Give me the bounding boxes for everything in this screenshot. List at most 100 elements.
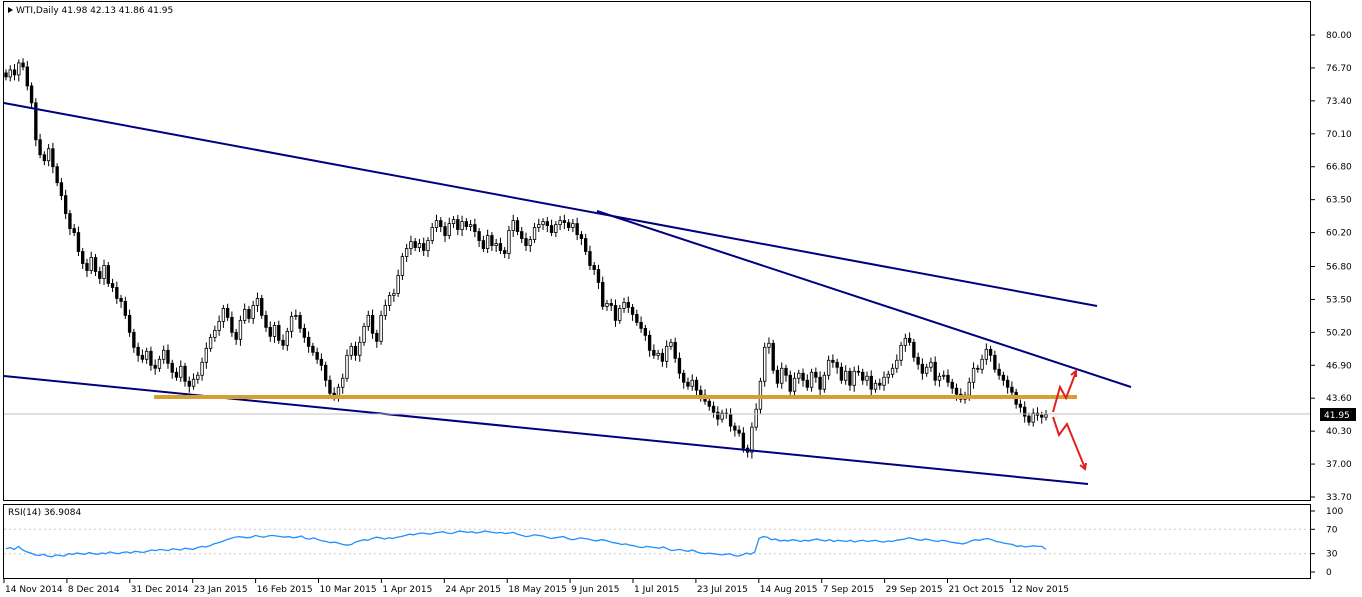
candle-body-up <box>899 344 903 361</box>
trendline-upper-steep[interactable] <box>596 210 1132 388</box>
candle-body-down <box>68 213 72 229</box>
candle-body-up <box>341 377 345 388</box>
candle-body-down <box>549 225 554 233</box>
candle-body-up <box>460 221 464 230</box>
candle-body-up <box>541 221 545 225</box>
rsi-line <box>5 530 1047 558</box>
candle-body-down <box>4 72 8 78</box>
price-tick-label: 73.40 <box>1326 97 1352 107</box>
candle-body-down <box>76 232 81 252</box>
candle-body-down <box>575 223 579 235</box>
candle-body-down <box>869 375 873 390</box>
time-tick-label: 14 Aug 2015 <box>760 585 818 595</box>
rsi-header: RSI(14) 36.9084 <box>8 508 81 518</box>
candle-body-up <box>157 358 162 369</box>
candle-body-down <box>1040 414 1044 418</box>
candle-body-down <box>268 326 272 337</box>
candle-body-down <box>110 283 115 288</box>
candle-body-down <box>596 269 601 283</box>
bullish-scenario-arrow <box>1052 371 1077 413</box>
candle-body-up <box>537 224 541 228</box>
candle-body-down <box>916 356 920 365</box>
candle-body-up <box>720 412 724 420</box>
candle-body-up <box>217 320 221 331</box>
candle-body-up <box>387 295 392 306</box>
candle-body-up <box>750 426 754 453</box>
candle-body-up <box>984 348 989 360</box>
candle-body-down <box>298 314 302 329</box>
candle-body-up <box>528 239 532 246</box>
candle-body-up <box>511 220 515 231</box>
candle-body-down <box>639 321 643 329</box>
candle-body-down <box>153 364 157 369</box>
price-tick-label: 80.00 <box>1326 31 1352 41</box>
candle-body-down <box>856 370 861 373</box>
candle-body-up <box>873 382 878 390</box>
time-tick-label: 1 Apr 2015 <box>382 585 432 595</box>
rsi-panel[interactable]: RSI(14) 36.9084 <box>3 504 1311 579</box>
price-tick-label: 63.50 <box>1326 196 1352 206</box>
candle-body-down <box>490 235 494 246</box>
candle-body-down <box>545 221 549 226</box>
candle-body-down <box>473 224 477 232</box>
candle-body-up <box>426 240 430 251</box>
candle-body-down <box>805 379 809 388</box>
candle-body-up <box>507 230 511 254</box>
candle-body-up <box>792 377 797 392</box>
candle-body-down <box>277 324 281 341</box>
candle-body-down <box>166 349 170 364</box>
candle-body-up <box>980 358 984 370</box>
candle-body-up <box>558 220 562 225</box>
bearish-scenario-arrow <box>1052 416 1086 469</box>
candle-body-down <box>946 374 950 383</box>
trendlines[interactable] <box>3 102 1132 485</box>
candle-body-down <box>127 314 132 333</box>
candle-body-down <box>993 354 997 370</box>
candle-body-up <box>255 298 260 306</box>
candle-body-up <box>17 62 21 76</box>
candle-body-up <box>400 256 405 276</box>
candle-body-down <box>1005 379 1010 388</box>
candle-body-down <box>673 341 677 359</box>
candle-body-down <box>323 364 328 381</box>
time-tick-label: 8 Dec 2014 <box>68 585 120 595</box>
time-tick-label: 10 Mar 2015 <box>320 585 377 595</box>
candle-body-down <box>12 69 17 76</box>
candle-body-up <box>622 302 626 309</box>
candle-body-down <box>601 282 605 307</box>
bearish-arrowhead <box>1079 462 1087 471</box>
candle-body-down <box>814 371 818 378</box>
candle-body-up <box>358 341 362 356</box>
trendline-lower-channel[interactable] <box>3 375 1089 485</box>
candle-body-up <box>656 352 660 356</box>
candle-body-up <box>767 342 771 348</box>
time-tick-label: 16 Feb 2015 <box>257 585 313 595</box>
candle-body-down <box>464 221 469 227</box>
candle-body-down <box>686 381 690 387</box>
candle-body-down <box>55 166 59 184</box>
candle-body-up <box>669 341 673 347</box>
candle-body-down <box>733 425 737 431</box>
candle-body-down <box>51 148 55 168</box>
candle-body-up <box>494 243 498 246</box>
candle-body-down <box>976 367 980 370</box>
candle-body-down <box>477 231 481 241</box>
candle-body-up <box>251 305 255 319</box>
candle-body-down <box>907 337 912 343</box>
candle-body-down <box>912 341 916 358</box>
candle-body-up <box>404 248 409 257</box>
candle-body-up <box>571 223 575 228</box>
candle-body-down <box>643 327 648 336</box>
candle-body-down <box>1027 415 1031 423</box>
time-tick-label: 23 Jan 2015 <box>194 585 248 595</box>
rsi-tick-label: 70 <box>1326 525 1338 535</box>
trendline-upper-channel[interactable] <box>3 102 1098 307</box>
candle-body-down <box>260 298 264 316</box>
candle-body-up <box>895 359 899 369</box>
candle-body-down <box>630 307 635 315</box>
time-tick-label: 24 Apr 2015 <box>445 585 501 595</box>
candle-body-up <box>294 314 298 317</box>
price-panel[interactable]: WTI,Daily 41.98 42.13 41.86 41.95 <box>3 1 1311 501</box>
candle-body-down <box>187 380 191 387</box>
